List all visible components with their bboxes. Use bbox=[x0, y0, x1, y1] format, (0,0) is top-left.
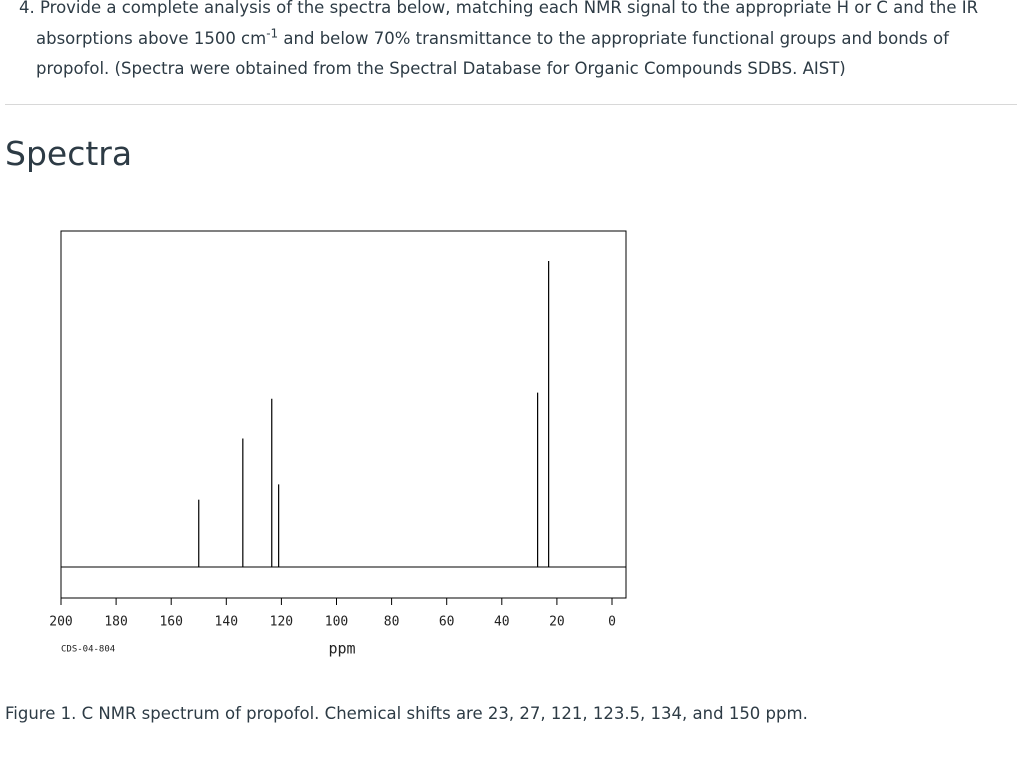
divider bbox=[5, 104, 1017, 105]
x-tick-label: 140 bbox=[215, 615, 238, 630]
x-tick-label: 100 bbox=[325, 615, 348, 630]
plot-frame bbox=[60, 230, 627, 599]
x-tick-label: 60 bbox=[439, 615, 455, 630]
question-text: 4. Provide a complete analysis of the sp… bbox=[19, 0, 979, 48]
x-tick-label: 80 bbox=[384, 615, 400, 630]
x-tick-label: 40 bbox=[494, 615, 510, 630]
nmr-chart: ppm CDS-04-804 200 180 160 140 120 100 80 60 40 2… bbox=[49, 230, 627, 658]
caption: Figure 1. C NMR spectrum of propofol. Ch… bbox=[5, 704, 808, 723]
spectrum-code: CDS-04-804 bbox=[61, 645, 115, 655]
x-tick-label: 200 bbox=[49, 615, 72, 630]
question-text: and below 70% transmittance to the appro… bbox=[36, 28, 949, 79]
x-tick-label: 20 bbox=[549, 615, 565, 630]
x-axis-label: ppm bbox=[328, 640, 355, 658]
heading: Spectra bbox=[5, 134, 133, 173]
x-tick-label: 180 bbox=[104, 615, 127, 630]
superscript: -1 bbox=[266, 26, 279, 40]
x-tick-label: 0 bbox=[608, 615, 616, 630]
question: 4. Provide a complete analysis of the sp… bbox=[19, 0, 1016, 85]
x-tick-label: 160 bbox=[159, 615, 182, 630]
x-tick-label: 120 bbox=[270, 615, 293, 630]
